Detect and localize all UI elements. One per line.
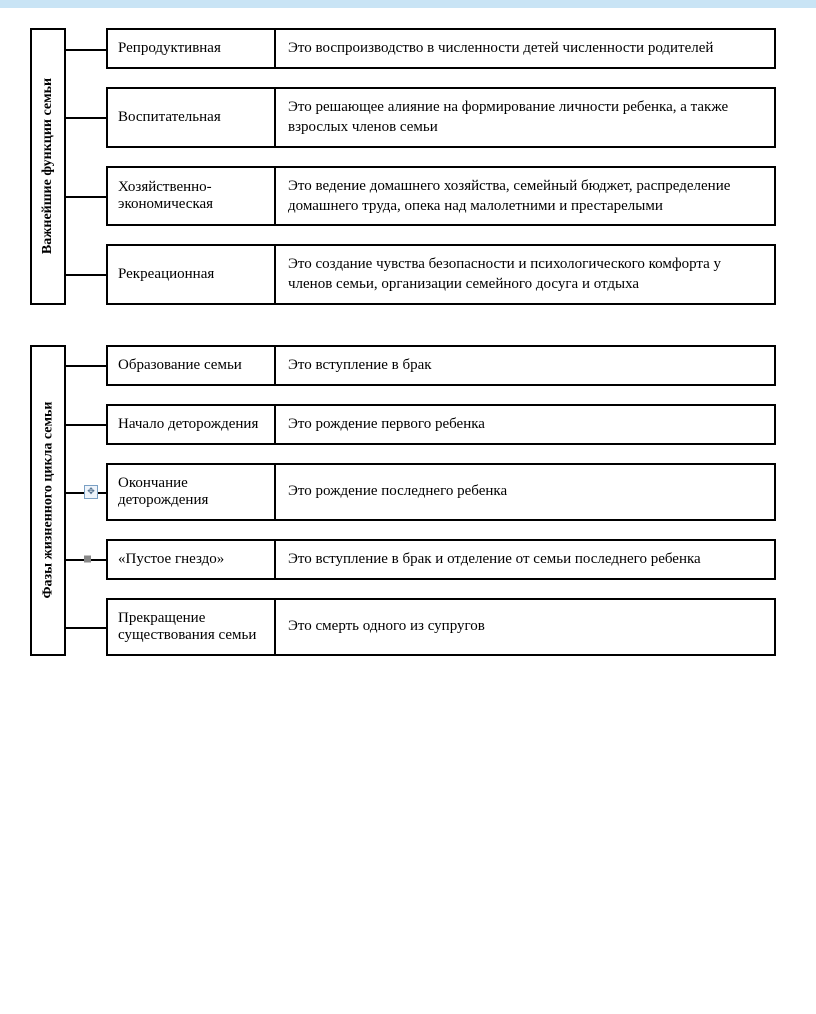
row-desc: Это вступление в брак и отделение от сем… (274, 539, 776, 580)
row-label: Прекращение существования семьи (106, 598, 276, 656)
table-row: ✥ Окончание деторождения Это рождение по… (106, 463, 776, 521)
row-desc: Это решающее алияние на формирование лич… (274, 87, 776, 148)
row-desc: Это создание чувства безопасности и псих… (274, 244, 776, 305)
table-row: Воспитательная Это решающее алияние на ф… (106, 87, 776, 148)
table-row: Образование семьи Это вступление в брак (106, 345, 776, 386)
table-row: Рекреационная Это создание чувства безоп… (106, 244, 776, 305)
row-label: Репродуктивная (106, 28, 276, 69)
row-desc: Это вступление в брак (274, 345, 776, 386)
table-row: «Пустое гнездо» Это вступление в брак и … (106, 539, 776, 580)
row-label: Хозяйственно-экономическая (106, 166, 276, 227)
row-label: «Пустое гнездо» (106, 539, 276, 580)
row-label: Окончание деторождения (106, 463, 276, 521)
vlabel-functions: Важнейшие функции семьи (40, 78, 56, 254)
table-row: Прекращение существования семьи Это смер… (106, 598, 776, 656)
editor-marker-icon (84, 556, 91, 563)
row-desc: Это смерть одного из супругов (274, 598, 776, 656)
section-phases: Фазы жизненного цикла семьи Образование … (30, 345, 776, 656)
rows-functions: Репродуктивная Это воспроизводство в чис… (106, 28, 776, 305)
vlabel-box-functions: Важнейшие функции семьи (30, 28, 66, 305)
editor-handle-icon[interactable]: ✥ (84, 485, 98, 499)
vlabel-box-phases: Фазы жизненного цикла семьи (30, 345, 66, 656)
vlabel-phases: Фазы жизненного цикла семьи (40, 401, 56, 598)
section-functions: Важнейшие функции семьи Репродуктивная Э… (30, 28, 776, 305)
row-desc: Это воспроизводство в численности детей … (274, 28, 776, 69)
table-row: Репродуктивная Это воспроизводство в чис… (106, 28, 776, 69)
row-desc: Это рождение первого ребенка (274, 404, 776, 445)
row-label: Воспитательная (106, 87, 276, 148)
rows-phases: Образование семьи Это вступление в брак … (106, 345, 776, 656)
row-label: Образование семьи (106, 345, 276, 386)
row-label: Рекреационная (106, 244, 276, 305)
top-decor-bar (0, 0, 816, 8)
row-label: Начало деторождения (106, 404, 276, 445)
row-desc: Это ведение домашнего хозяйства, семейны… (274, 166, 776, 227)
row-desc: Это рождение последнего ребенка (274, 463, 776, 521)
table-row: Начало деторождения Это рождение первого… (106, 404, 776, 445)
table-row: Хозяйственно-экономическая Это ведение д… (106, 166, 776, 227)
